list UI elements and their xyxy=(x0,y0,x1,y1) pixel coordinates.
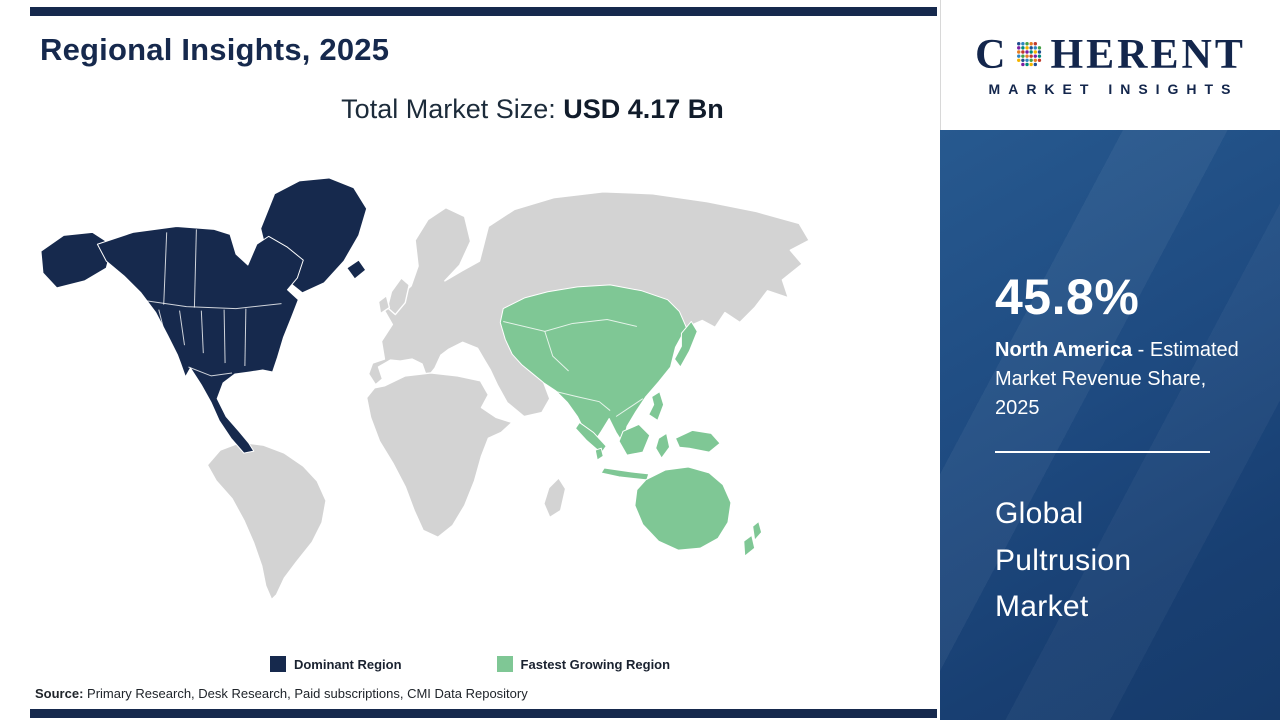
region-ireland xyxy=(377,295,391,315)
region-australia xyxy=(634,466,732,551)
panel-divider xyxy=(995,451,1210,453)
page-title: Regional Insights, 2025 xyxy=(40,32,390,67)
brand-logo-area: C HERENT MARKET INSIGHTS xyxy=(940,0,1280,130)
source-label: Source: xyxy=(35,686,84,701)
region-sulawesi xyxy=(655,433,671,459)
legend-item-dominant: Dominant Region xyxy=(269,656,402,672)
stat-region-suffix: - Estimated Market Revenue Share, 2025 xyxy=(995,339,1239,419)
bottom-accent-bar xyxy=(30,709,937,718)
market-name: Global Pultrusion Market xyxy=(995,497,1132,623)
stat-value: 45.8% xyxy=(995,269,1140,325)
stat-region-name: North America xyxy=(995,339,1133,361)
dominant-region-label: Dominant Region xyxy=(293,656,402,672)
region-sri-lanka xyxy=(594,447,604,461)
brand-letters-rest: HERENT xyxy=(1050,31,1246,78)
region-africa xyxy=(365,372,513,539)
market-size-value: USD 4.17 Bn xyxy=(563,94,724,124)
world-map xyxy=(40,177,810,601)
stat-description: North America - Estimated Market Revenue… xyxy=(995,336,1252,423)
brand-tagline: MARKET INSIGHTS xyxy=(988,80,1239,97)
brand-wordmark: C HERENT xyxy=(975,34,1246,76)
region-new-zealand-south xyxy=(743,535,756,557)
region-philippines xyxy=(648,391,665,422)
fastest-growing-label: Fastest Growing Region xyxy=(520,656,671,672)
brand-letter-c: C xyxy=(975,31,1009,78)
north-america-internal-borders xyxy=(138,229,282,377)
market-size-label: Total Market Size: xyxy=(341,94,564,124)
globe-dots-icon xyxy=(1017,41,1042,66)
dominant-region-swatch xyxy=(269,656,286,672)
stat-panel: 45.8% North America - Estimated Market R… xyxy=(940,130,1280,720)
top-accent-bar xyxy=(30,7,937,16)
region-java xyxy=(600,467,650,481)
region-japan xyxy=(673,321,698,368)
region-asia-mainland xyxy=(499,284,687,444)
legend-item-fastest-growing: Fastest Growing Region xyxy=(496,656,671,672)
fastest-growing-swatch xyxy=(496,656,513,672)
source-text: Primary Research, Desk Research, Paid su… xyxy=(83,686,528,701)
region-new-guinea xyxy=(674,430,721,453)
region-madagascar xyxy=(543,477,567,519)
region-north-america-mainland xyxy=(96,226,304,454)
region-south-america xyxy=(206,441,327,601)
sidebar: C HERENT MARKET INSIGHTS 45.8% North Ame… xyxy=(940,0,1280,720)
region-alaska xyxy=(40,232,113,289)
region-iceland xyxy=(346,259,367,280)
world-map-container xyxy=(0,125,940,652)
market-size-subtitle: Total Market Size: USD 4.17 Bn xyxy=(0,94,940,125)
source-line: Source: Primary Research, Desk Research,… xyxy=(35,686,940,701)
asia-internal-borders xyxy=(503,319,644,418)
region-borneo xyxy=(618,424,651,456)
region-new-zealand-north xyxy=(752,521,763,541)
main-area: Regional Insights, 2025 Total Market Siz… xyxy=(0,7,940,718)
map-legend: Dominant Region Fastest Growing Region xyxy=(0,656,940,672)
